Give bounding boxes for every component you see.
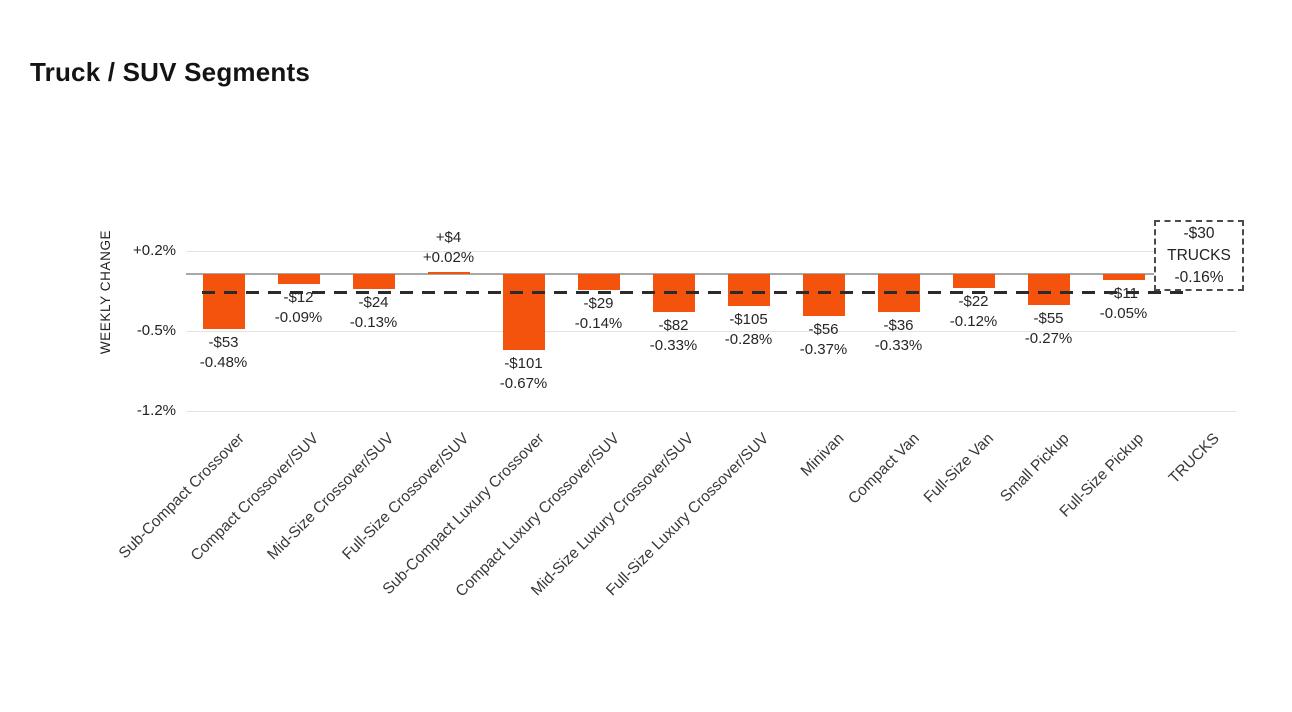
- bar-dollar-value: -$53: [208, 333, 239, 351]
- gridline-1-2: [186, 410, 1236, 412]
- bar-value-label-sub-compact-crossover: -$53 -0.48%: [168, 333, 280, 373]
- bar-pct-value: -0.12%: [949, 312, 998, 330]
- trucks-label: TRUCKS: [1167, 246, 1231, 264]
- x-axis-label-sub-compact-luxury-crossover: Sub-Compact Luxury Crossover: [379, 430, 548, 598]
- bar-dollar-value: -$29: [583, 294, 614, 312]
- bar-full-size-van: [952, 274, 995, 288]
- bar-full-size-luxury-crossover-suv: [727, 274, 770, 306]
- zero-axis-line: [186, 273, 1236, 275]
- bar-value-label-full-size-luxury-crossover-suv: -$105 -0.28%: [693, 310, 805, 350]
- bar-dollar-value: -$24: [358, 293, 389, 311]
- x-axis-label-compact-crossover-suv: Compact Crossover/SUV: [188, 430, 323, 565]
- bar-value-label-full-size-crossover-suv: +$4 +0.02%: [393, 228, 505, 268]
- bar-pct-value: -0.33%: [874, 336, 923, 354]
- x-axis-label-minivan: Minivan: [797, 430, 848, 480]
- bar-dollar-value: -$82: [658, 316, 689, 334]
- bar-compact-crossover-suv: [277, 274, 320, 285]
- x-axis-label-small-pickup: Small Pickup: [997, 430, 1073, 506]
- x-axis-label-mid-size-crossover-suv: Mid-Size Crossover/SUV: [264, 430, 398, 564]
- bar-full-size-pickup: [1102, 274, 1145, 280]
- x-axis-label-sub-compact-crossover: Sub-Compact Crossover: [115, 430, 248, 563]
- bar-sub-compact-luxury-crossover: [502, 274, 545, 351]
- bar-pct-value: -0.33%: [649, 336, 698, 354]
- page-title: Truck / SUV Segments: [30, 57, 310, 87]
- trucks-dollar-value: -$30: [1183, 224, 1215, 242]
- x-axis-label-trucks: TRUCKS: [1165, 430, 1223, 488]
- bar-full-size-crossover-suv: [427, 271, 470, 274]
- bar-minivan: [802, 274, 845, 317]
- x-axis-label-full-size-luxury-crossover-suv: Full-Size Luxury Crossover/SUV: [603, 430, 773, 600]
- bar-pct-value: -0.13%: [349, 313, 398, 331]
- bar-value-label-minivan: -$56 -0.37%: [768, 320, 880, 360]
- bar-dollar-value: -$55: [1033, 309, 1064, 327]
- bar-pct-value: -0.14%: [574, 314, 623, 332]
- bar-value-label-sub-compact-luxury-crossover: -$101 -0.67%: [468, 354, 580, 394]
- bar-pct-value: +0.02%: [422, 248, 475, 266]
- bar-mid-size-crossover-suv: [352, 274, 395, 289]
- bar-small-pickup: [1027, 274, 1070, 305]
- bar-value-label-mid-size-luxury-crossover-suv: -$82 -0.33%: [618, 316, 730, 356]
- bar-pct-value: -0.28%: [724, 330, 773, 348]
- gridline-0-2: [186, 251, 1236, 253]
- bar-value-label-compact-van: -$36 -0.33%: [843, 316, 955, 356]
- trucks-summary-box: -$30 TRUCKS -0.16%: [1154, 220, 1244, 291]
- bar-value-label-small-pickup: -$55 -0.27%: [993, 309, 1105, 349]
- bar-pct-value: -0.37%: [799, 341, 848, 359]
- gridline-0-5: [186, 331, 1236, 332]
- bar-pct-value: -0.05%: [1099, 304, 1148, 322]
- x-axis-label-mid-size-luxury-crossover-suv: Mid-Size Luxury Crossover/SUV: [528, 430, 698, 600]
- bar-dollar-value: -$22: [958, 292, 989, 310]
- y-tick-label-0-5: -0.5%: [136, 322, 176, 339]
- trucks-average-dashed-line: [202, 291, 1192, 295]
- bar-value-label-compact-luxury-crossover-suv: -$29 -0.14%: [543, 294, 655, 334]
- bar-dollar-value: -$101: [504, 355, 543, 373]
- y-axis-title: WEEKLY CHANGE: [98, 229, 113, 355]
- bar-pct-value: -0.09%: [274, 309, 323, 327]
- bar-pct-value: -0.48%: [199, 353, 248, 371]
- y-tick-label-1-2: -1.2%: [136, 401, 176, 419]
- bar-dollar-value: -$56: [808, 321, 839, 339]
- bar-value-label-mid-size-crossover-suv: -$24 -0.13%: [318, 293, 430, 333]
- bar-dollar-value: +$4: [435, 228, 462, 246]
- bar-pct-value: -0.67%: [499, 375, 548, 393]
- x-axis-label-compact-luxury-crossover-suv: Compact Luxury Crossover/SUV: [452, 430, 623, 601]
- bar-compact-luxury-crossover-suv: [577, 274, 620, 290]
- x-axis-label-compact-van: Compact Van: [844, 430, 923, 508]
- bar-dollar-value: -$36: [883, 316, 914, 334]
- bar-pct-value: -0.27%: [1024, 329, 1073, 347]
- x-axis-label-full-size-crossover-suv: Full-Size Crossover/SUV: [339, 430, 473, 564]
- y-tick-label-0-2: +0.2%: [133, 242, 176, 260]
- trucks-pct-value: -0.16%: [1174, 268, 1224, 286]
- bar-sub-compact-crossover: [202, 274, 245, 329]
- x-axis-label-full-size-van: Full-Size Van: [921, 430, 998, 507]
- bar-dollar-value: -$105: [729, 310, 768, 328]
- bar-value-label-full-size-van: -$22 -0.12%: [918, 292, 1030, 332]
